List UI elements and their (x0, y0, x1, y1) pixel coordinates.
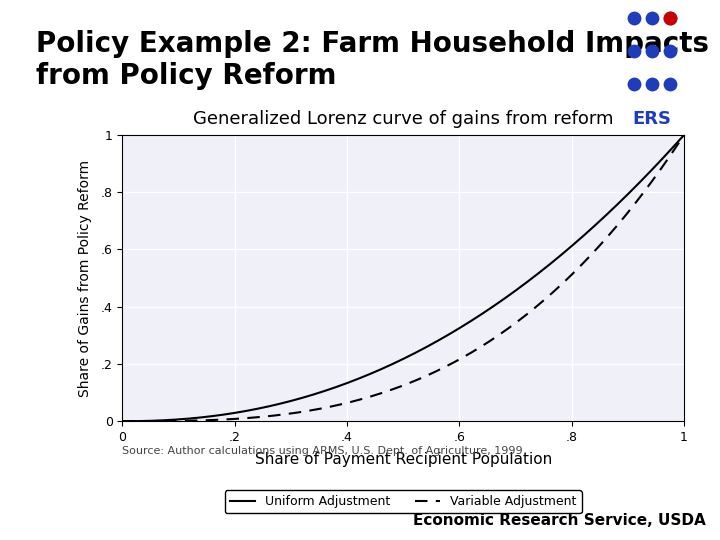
Uniform Adjustment (666, 147, 675, 153)
Variable Adjustment (666, 152, 675, 158)
Variable Adjustment (578, 260, 587, 267)
Variable Adjustment (422, 373, 431, 379)
Uniform Adjustment (422, 344, 431, 350)
Variable Adjustment (384, 387, 393, 394)
Text: Source: Author calculations using ARMS, U.S. Dept. of Agriculture, 1999: Source: Author calculations using ARMS, … (122, 446, 523, 456)
Uniform Adjustment (452, 327, 461, 333)
Line: Variable Adjustment: Variable Adjustment (122, 135, 684, 421)
Title: Generalized Lorenz curve of gains from reform: Generalized Lorenz curve of gains from r… (193, 110, 613, 128)
Uniform Adjustment (384, 362, 393, 369)
Uniform Adjustment (388, 361, 397, 367)
Variable Adjustment (680, 132, 688, 138)
Variable Adjustment (452, 357, 461, 364)
Variable Adjustment (388, 386, 397, 393)
Uniform Adjustment (118, 418, 127, 424)
X-axis label: Share of Payment Recipient Population: Share of Payment Recipient Population (255, 453, 552, 467)
Text: ERS: ERS (632, 110, 671, 128)
Uniform Adjustment (578, 233, 587, 240)
Line: Uniform Adjustment: Uniform Adjustment (122, 135, 684, 421)
Uniform Adjustment (680, 132, 688, 138)
Text: Policy Example 2: Farm Household Impacts
from Policy Reform: Policy Example 2: Farm Household Impacts… (36, 30, 709, 90)
Variable Adjustment (118, 418, 127, 424)
Legend: Uniform Adjustment, Variable Adjustment: Uniform Adjustment, Variable Adjustment (225, 490, 582, 514)
Y-axis label: Share of Gains from Policy Reform: Share of Gains from Policy Reform (78, 159, 92, 397)
Text: Economic Research Service, USDA: Economic Research Service, USDA (413, 513, 706, 528)
